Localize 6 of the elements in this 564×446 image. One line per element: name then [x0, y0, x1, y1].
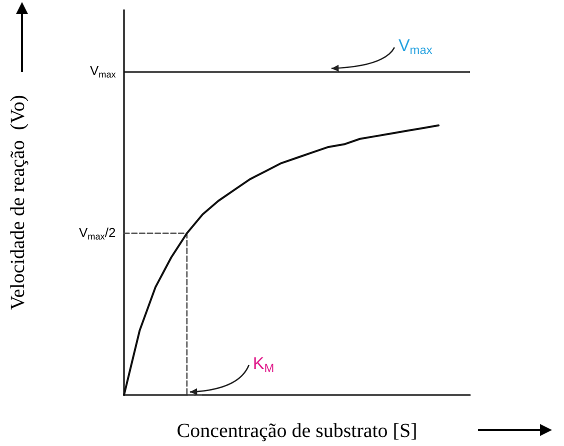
annotation: K$_{M}$ — [252, 354, 274, 375]
x-axis-title: Concentração de substrato [S] — [176, 420, 418, 442]
y-axis-title: Velocidade de reação (Vo) — [7, 94, 29, 310]
text: V$_{max}$/2 — [79, 224, 116, 242]
annotation: V$_{max}$ — [398, 36, 432, 58]
ref-line-label: V$_{max}$ — [90, 62, 116, 80]
